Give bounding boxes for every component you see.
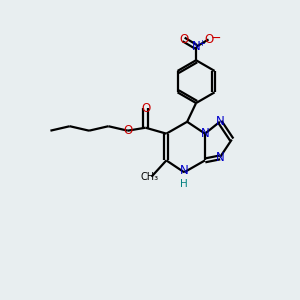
Text: H: H [180, 178, 188, 189]
Text: −: − [211, 32, 221, 44]
Text: N: N [180, 164, 189, 177]
Text: O: O [204, 33, 213, 46]
Text: CH₃: CH₃ [141, 172, 159, 182]
Text: +: + [199, 39, 206, 48]
Text: N: N [215, 115, 224, 128]
Text: N: N [201, 127, 209, 140]
Text: N: N [215, 151, 224, 164]
Text: O: O [123, 124, 132, 137]
Text: O: O [141, 102, 150, 115]
Text: N: N [192, 40, 200, 53]
Text: O: O [179, 33, 188, 46]
